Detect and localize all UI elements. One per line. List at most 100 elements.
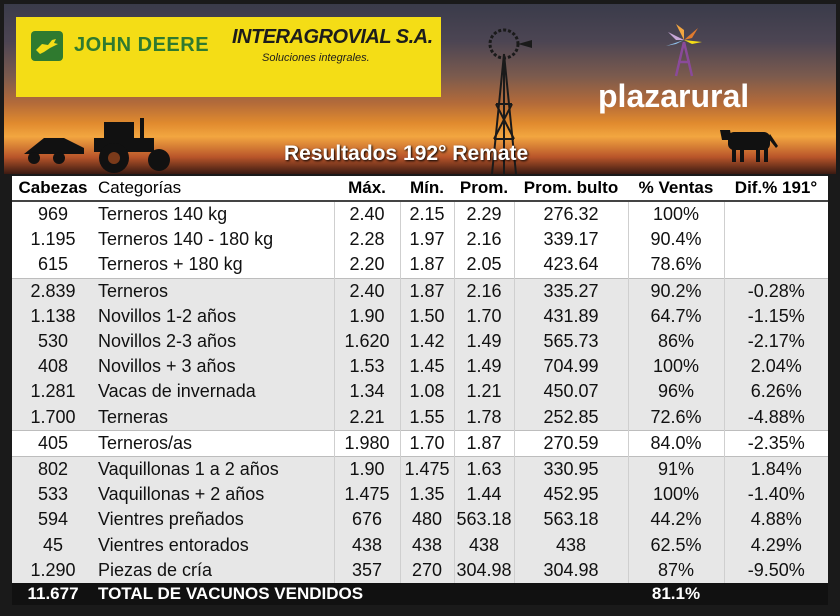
table-row: 802 Vaquillonas 1 a 2 años 1.90 1.475 1.63 33…: [12, 455, 828, 483]
cell-min: 1.42: [399, 328, 454, 355]
cell-dif: -9.50%: [723, 557, 828, 583]
cell-ventas: 91%: [627, 455, 724, 483]
cell-dif: 4.29%: [723, 532, 828, 558]
cell-prom: 2.05: [453, 252, 514, 279]
plazarural-windmill-icon: [666, 24, 702, 77]
cell-min: 1.475: [399, 455, 454, 483]
table-row: 405 Terneros/as 1.980 1.70 1.87 270.59 84.0% -2…: [12, 429, 828, 457]
cell-ventas: 62.5%: [627, 532, 724, 558]
cell-cabezas: 1.195: [12, 227, 94, 253]
cell-ventas: 78.6%: [627, 252, 724, 279]
cell-categoria: Novillos 2-3 años: [94, 328, 334, 355]
table-row: 1.195 Terneros 140 - 180 kg 2.28 1.97 2.16 33…: [12, 227, 828, 253]
header-prom: Prom.: [454, 176, 514, 202]
cell-prom-bulto: 438: [513, 532, 628, 558]
total-row: 11.677 TOTAL DE VACUNOS VENDIDOS 81.1%: [12, 582, 828, 605]
cell-prom-bulto: 304.98: [513, 557, 628, 583]
table-row: 969 Terneros 140 kg 2.40 2.15 2.29 276.32 100%: [12, 201, 828, 228]
cell-dif: -1.40%: [723, 482, 828, 508]
cell-ventas: 90.2%: [627, 277, 724, 304]
cell-prom: 438: [453, 532, 514, 558]
header-banner: JOHN DEERE INTERAGROVIAL S.A. Soluciones…: [4, 4, 836, 174]
cell-min: 2.15: [399, 201, 454, 228]
interagrovial-logo: INTERAGROVIAL S.A.: [232, 26, 433, 48]
cell-cabezas: 1.700: [12, 404, 94, 431]
cell-cabezas: 969: [12, 201, 94, 228]
table-row: 1.290 Piezas de cría 357 270 304.98 304.98 87%…: [12, 557, 828, 583]
cell-prom: 2.16: [453, 277, 514, 304]
cell-max: 2.28: [333, 227, 400, 253]
cell-categoria: Terneros + 180 kg: [94, 252, 334, 279]
header-max: Máx.: [334, 176, 400, 202]
cell-max: 1.475: [333, 482, 400, 508]
cell-prom-bulto: 450.07: [513, 379, 628, 405]
cell-cabezas: 1.281: [12, 379, 94, 405]
cell-prom-bulto: 252.85: [513, 404, 628, 431]
cell-ventas: 100%: [627, 354, 724, 380]
cell-prom-bulto: 431.89: [513, 303, 628, 329]
cell-max: 1.53: [333, 354, 400, 380]
cell-categoria: Vientres preñados: [94, 507, 334, 533]
cell-min: 480: [399, 507, 454, 533]
cell-min: 1.97: [399, 227, 454, 253]
cell-ventas: 84.0%: [627, 429, 724, 457]
cell-dif: 1.84%: [723, 455, 828, 483]
total-label: TOTAL DE VACUNOS VENDIDOS: [94, 582, 628, 605]
plazarural-logo: plazarural: [598, 78, 750, 114]
cell-categoria: Vientres entorados: [94, 532, 334, 558]
header-prom-bulto: Prom. bulto: [514, 176, 628, 202]
cell-min: 1.87: [399, 277, 454, 304]
cell-cabezas: 530: [12, 328, 94, 355]
header-min: Mín.: [400, 176, 454, 202]
header-ventas: % Ventas: [628, 176, 724, 202]
cell-min: 270: [399, 557, 454, 583]
cell-dif: [723, 252, 828, 279]
table-row: 45 Vientres entorados 438 438 438 438 62.5% 4.2…: [12, 532, 828, 558]
cell-ventas: 64.7%: [627, 303, 724, 329]
cell-dif: [723, 227, 828, 253]
cell-max: 1.980: [333, 429, 400, 457]
cell-categoria: Piezas de cría: [94, 557, 334, 583]
cell-dif: 4.88%: [723, 507, 828, 533]
table-row: 615 Terneros + 180 kg 2.20 1.87 2.05 423.64 78…: [12, 252, 828, 279]
cell-prom: 304.98: [453, 557, 514, 583]
cell-max: 1.620: [333, 328, 400, 355]
cell-max: 1.34: [333, 379, 400, 405]
cell-categoria: Terneras: [94, 404, 334, 431]
cell-prom-bulto: 704.99: [513, 354, 628, 380]
cell-max: 2.20: [333, 252, 400, 279]
page-title: Resultados 192° Remate: [284, 142, 529, 165]
cell-categoria: Terneros 140 - 180 kg: [94, 227, 334, 253]
cell-min: 1.08: [399, 379, 454, 405]
cell-prom-bulto: 565.73: [513, 328, 628, 355]
cell-ventas: 90.4%: [627, 227, 724, 253]
cell-cabezas: 594: [12, 507, 94, 533]
cell-prom-bulto: 330.95: [513, 455, 628, 483]
cell-max: 1.90: [333, 303, 400, 329]
cell-max: 1.90: [333, 455, 400, 483]
cell-max: 676: [333, 507, 400, 533]
cell-ventas: 87%: [627, 557, 724, 583]
cell-prom: 563.18: [453, 507, 514, 533]
cell-dif: -2.35%: [723, 429, 828, 457]
cell-prom: 1.78: [453, 404, 514, 431]
cell-prom: 1.44: [453, 482, 514, 508]
cell-ventas: 96%: [627, 379, 724, 405]
total-ventas: 81.1%: [628, 582, 724, 605]
cell-ventas: 86%: [627, 328, 724, 355]
table-row: 2.839 Terneros 2.40 1.87 2.16 335.27 90.2% -0.2…: [12, 277, 828, 304]
sponsor-panel: [16, 17, 441, 97]
cell-prom-bulto: 423.64: [513, 252, 628, 279]
cell-max: 2.40: [333, 201, 400, 228]
cell-categoria: Vaquillonas 1 a 2 años: [94, 455, 334, 483]
cell-dif: -2.17%: [723, 328, 828, 355]
results-table: Cabezas Categorías Máx. Mín. Prom. Prom.…: [12, 176, 828, 605]
table-row: 1.138 Novillos 1-2 años 1.90 1.50 1.70 431.89…: [12, 303, 828, 329]
cell-ventas: 44.2%: [627, 507, 724, 533]
cell-cabezas: 1.138: [12, 303, 94, 329]
cell-categoria: Novillos + 3 años: [94, 354, 334, 380]
cell-cabezas: 615: [12, 252, 94, 279]
cell-ventas: 72.6%: [627, 404, 724, 431]
cell-prom: 1.63: [453, 455, 514, 483]
cell-dif: 2.04%: [723, 354, 828, 380]
